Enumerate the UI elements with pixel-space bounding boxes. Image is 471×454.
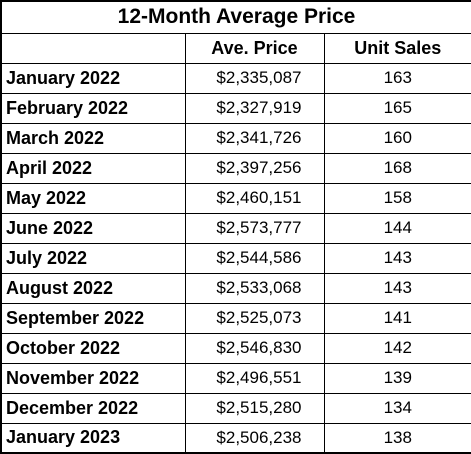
unit-sales-cell: 144 [323,212,471,244]
unit-sales-cell: 143 [323,242,471,274]
month-cell: July 2022 [0,242,186,274]
ave-price-cell: $2,533,068 [184,272,325,304]
title-row: 12-Month Average Price [0,0,471,34]
unit-sales-cell: 142 [323,332,471,364]
unit-sales-cell: 165 [323,92,471,124]
ave-price-cell: $2,496,551 [184,362,325,394]
month-cell: October 2022 [0,332,186,364]
ave-price-cell: $2,460,151 [184,182,325,214]
header-ave-price: Ave. Price [184,32,325,64]
month-cell: February 2022 [0,92,186,124]
table-row: November 2022 $2,496,551 139 [0,362,471,394]
month-cell: November 2022 [0,362,186,394]
unit-sales-cell: 139 [323,362,471,394]
table-title: 12-Month Average Price [0,0,471,34]
table-row: April 2022 $2,397,256 168 [0,152,471,184]
month-cell: September 2022 [0,302,186,334]
table-row: December 2022 $2,515,280 134 [0,392,471,424]
header-row: Ave. Price Unit Sales [0,32,471,64]
header-unit-sales: Unit Sales [323,32,471,64]
month-cell: May 2022 [0,182,186,214]
ave-price-cell: $2,397,256 [184,152,325,184]
month-cell: January 2022 [0,62,186,94]
table-row: September 2022 $2,525,073 141 [0,302,471,334]
ave-price-cell: $2,525,073 [184,302,325,334]
month-cell: December 2022 [0,392,186,424]
ave-price-cell: $2,506,238 [184,422,325,454]
ave-price-cell: $2,515,280 [184,392,325,424]
month-cell: April 2022 [0,152,186,184]
table-row: February 2022 $2,327,919 165 [0,92,471,124]
table-row: June 2022 $2,573,777 144 [0,212,471,244]
unit-sales-cell: 163 [323,62,471,94]
table-row: July 2022 $2,544,586 143 [0,242,471,274]
ave-price-cell: $2,327,919 [184,92,325,124]
table-row: October 2022 $2,546,830 142 [0,332,471,364]
unit-sales-cell: 158 [323,182,471,214]
table-row: August 2022 $2,533,068 143 [0,272,471,304]
unit-sales-cell: 160 [323,122,471,154]
month-cell: June 2022 [0,212,186,244]
header-month [0,32,186,64]
month-cell: January 2023 [0,422,186,454]
ave-price-cell: $2,341,726 [184,122,325,154]
unit-sales-cell: 168 [323,152,471,184]
month-cell: March 2022 [0,122,186,154]
table-row: March 2022 $2,341,726 160 [0,122,471,154]
unit-sales-cell: 143 [323,272,471,304]
table-body: January 2022 $2,335,087 163 February 2022 $2… [0,62,471,454]
table-row: January 2023 $2,506,238 138 [0,422,471,454]
unit-sales-cell: 134 [323,392,471,424]
unit-sales-cell: 138 [323,422,471,454]
ave-price-cell: $2,546,830 [184,332,325,364]
ave-price-cell: $2,335,087 [184,62,325,94]
month-cell: August 2022 [0,272,186,304]
ave-price-cell: $2,544,586 [184,242,325,274]
ave-price-cell: $2,573,777 [184,212,325,244]
table-row: May 2022 $2,460,151 158 [0,182,471,214]
unit-sales-cell: 141 [323,302,471,334]
table-row: January 2022 $2,335,087 163 [0,62,471,94]
